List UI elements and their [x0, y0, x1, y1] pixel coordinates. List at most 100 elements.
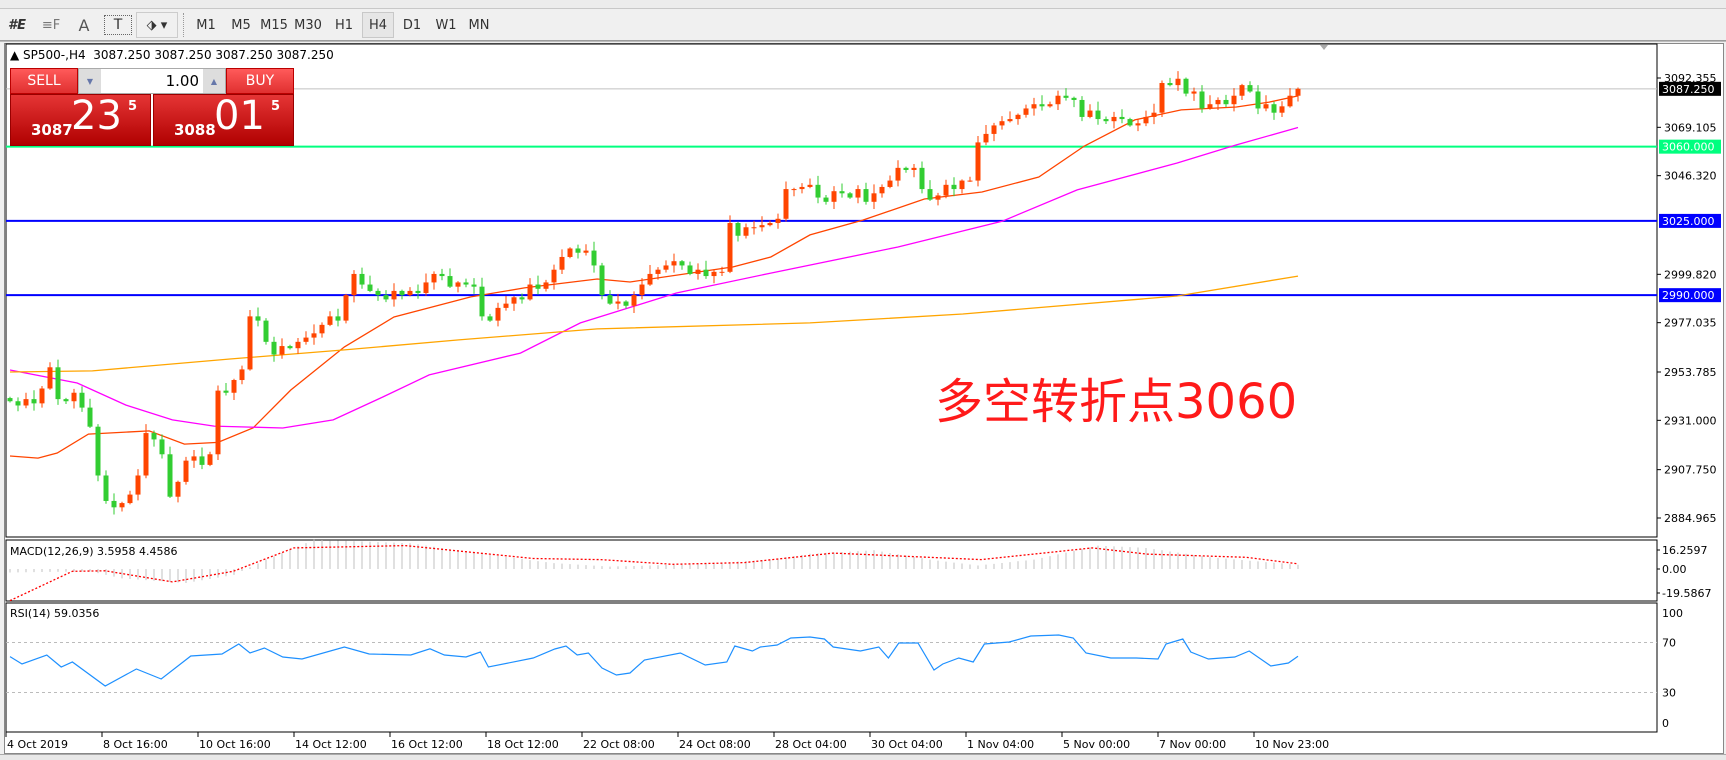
candle — [943, 179, 949, 199]
candle-body — [999, 121, 1005, 126]
macd-axis-label: 0.00 — [1662, 563, 1687, 576]
candle-body — [783, 189, 789, 219]
candle — [951, 177, 957, 197]
timeframe-h1-button[interactable]: H1 — [334, 17, 354, 33]
lot-size-input[interactable]: ▼ 1.00 ▲ — [78, 68, 226, 94]
moving-average-line — [9, 275, 1299, 373]
ohlc-values: 3087.250 3087.250 3087.250 3087.250 — [93, 48, 334, 62]
candle-body — [655, 269, 661, 274]
candle-body — [959, 180, 965, 190]
candle — [847, 192, 853, 199]
rsi-line — [9, 634, 1299, 687]
timeframe-m15-button[interactable]: M15 — [260, 17, 288, 33]
candle-body — [831, 191, 837, 202]
time-axis-label: 14 Oct 12:00 — [295, 738, 367, 751]
candle-body — [1199, 91, 1205, 109]
rsi-panel — [5, 602, 1658, 733]
candle — [503, 296, 509, 311]
candle — [1223, 94, 1229, 107]
candle-body — [303, 337, 309, 342]
timeframe-m5-button[interactable]: M5 — [231, 17, 251, 33]
timeframe-m30-button[interactable]: M30 — [294, 17, 322, 33]
chart-window[interactable] — [4, 43, 1724, 754]
candle-body — [1071, 97, 1077, 100]
text-tool-button[interactable]: A — [78, 15, 90, 35]
candle — [255, 307, 261, 327]
candle-body — [327, 316, 333, 325]
candle — [967, 176, 973, 182]
candle — [823, 195, 829, 205]
rsi-axis-label: 0 — [1662, 717, 1669, 730]
candle — [871, 184, 877, 210]
candle — [855, 185, 861, 204]
expert-advisors-icon[interactable]: #E — [8, 17, 26, 33]
candle — [1295, 87, 1301, 102]
candle-body — [863, 189, 869, 202]
sell-price-button[interactable]: 3087 23 5 — [10, 93, 151, 146]
timeframe-m1-button[interactable]: M1 — [196, 17, 216, 33]
candle — [383, 290, 389, 303]
candle-body — [199, 456, 205, 465]
candle — [1247, 81, 1253, 93]
candle-body — [15, 401, 21, 406]
candle — [1039, 95, 1045, 111]
candle-body — [1095, 110, 1101, 120]
buy-price-fraction: 5 — [271, 99, 281, 114]
candle — [1143, 110, 1149, 127]
lot-value[interactable]: 1.00 — [165, 72, 199, 90]
candle-body — [143, 433, 149, 476]
candle-body — [1175, 78, 1181, 86]
candle — [1015, 113, 1021, 125]
macd-label: MACD(12,26,9) 3.5958 4.4586 — [10, 545, 178, 558]
timeframe-h4-button[interactable]: H4 — [362, 12, 394, 38]
candle-body — [559, 256, 565, 270]
candle — [127, 490, 133, 505]
text-label-tool-button[interactable]: T — [104, 15, 132, 35]
candle — [831, 186, 837, 210]
timeframe-w1-button[interactable]: W1 — [435, 17, 457, 33]
macd-panel — [5, 539, 1658, 602]
fibonacci-icon[interactable]: ≡F — [41, 17, 61, 33]
candle — [591, 241, 597, 273]
lot-increase-icon[interactable]: ▲ — [203, 69, 225, 93]
candle-body — [335, 316, 341, 321]
timeframe-d1-button[interactable]: D1 — [402, 17, 422, 33]
candle — [1151, 103, 1157, 125]
price-axis-label: 3069.105 — [1664, 121, 1717, 134]
candle-body — [599, 265, 605, 296]
lot-decrease-icon[interactable]: ▼ — [79, 69, 101, 93]
candle-body — [1047, 104, 1053, 107]
candle-body — [927, 189, 933, 200]
level-price-badge-bg — [1659, 213, 1721, 228]
timeframe-mn-button[interactable]: MN — [468, 17, 490, 33]
candle — [799, 183, 805, 194]
candle-body — [1119, 116, 1125, 120]
candle-body — [95, 426, 101, 476]
sell-button[interactable]: SELL — [10, 68, 78, 94]
candle — [135, 469, 141, 501]
candle-body — [439, 273, 445, 277]
candle-body — [295, 341, 301, 349]
candle-body — [639, 284, 645, 296]
candle — [183, 456, 189, 485]
candle-body — [1271, 104, 1277, 113]
symbol-period: SP500-,H4 — [23, 48, 86, 62]
candle — [1207, 95, 1213, 110]
arrows-dropdown-button[interactable]: ⬗ ▾ — [136, 12, 178, 38]
sell-price-fraction: 5 — [128, 99, 138, 114]
time-axis-label: 22 Oct 08:00 — [583, 738, 655, 751]
candle — [1095, 101, 1101, 125]
sell-price-pips: 23 — [71, 93, 122, 139]
candle-body — [1151, 112, 1157, 117]
buy-button[interactable]: BUY — [226, 68, 294, 94]
buy-price-button[interactable]: 3088 01 5 — [153, 93, 294, 146]
collapse-triangle-icon[interactable]: ▲ — [10, 48, 24, 62]
candle — [1287, 88, 1293, 108]
candle-body — [775, 218, 781, 224]
current-price-badge: 3087.250 — [1662, 83, 1715, 96]
candle-body — [743, 227, 749, 236]
candle-body — [911, 167, 917, 170]
candle-body — [1239, 85, 1245, 96]
candle-body — [487, 316, 493, 321]
